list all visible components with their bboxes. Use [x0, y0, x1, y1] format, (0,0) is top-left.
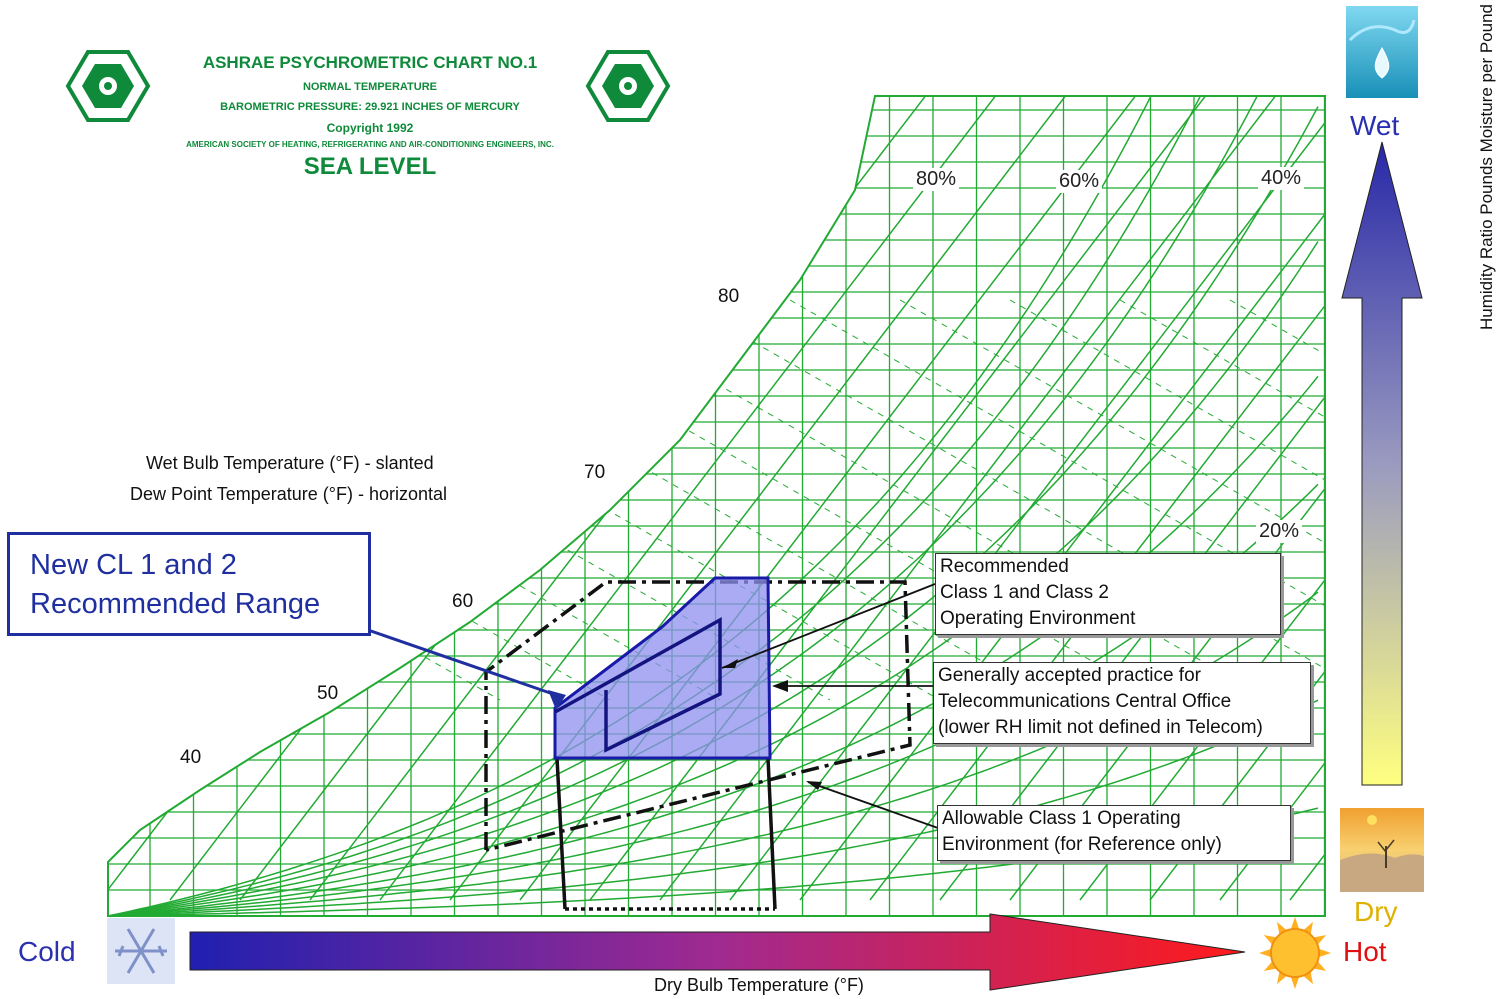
rh-curve: [108, 483, 1319, 916]
temp-label-60: 60: [452, 591, 474, 612]
grid-line: [789, 299, 1325, 701]
grid-line: [1149, 96, 1325, 901]
dry-bulb-arrow: [189, 913, 1246, 991]
grid-line: [1219, 96, 1325, 901]
desert-icon: [1340, 808, 1424, 892]
rh-curve: [108, 241, 1319, 916]
grid-line: [589, 96, 1211, 901]
telecom-region: [554, 617, 722, 753]
recommended-line-2: Class 1 and Class 2: [940, 582, 1109, 603]
header-line-3: Copyright 1992: [326, 121, 414, 135]
allowable-line-1: Allowable Class 1 Operating: [942, 808, 1181, 829]
dry-label: Dry: [1354, 896, 1398, 927]
sun-icon: [1259, 917, 1331, 989]
chart-frame: [107, 95, 1326, 917]
rh-label-60: 60%: [1056, 170, 1103, 193]
header-sea-level: SEA LEVEL: [303, 153, 437, 180]
recommended-line-3: Operating Environment: [940, 608, 1136, 629]
temp-label-50: 50: [317, 683, 339, 704]
pointer-allowable: [807, 781, 939, 829]
rh-label-40: 40%: [1258, 167, 1305, 190]
grid-line: [869, 96, 1325, 901]
pointer-recommended: [721, 583, 936, 669]
cold-label: Cold: [18, 936, 76, 967]
ashrae-logo-right: [585, 50, 671, 122]
grid-line: [1119, 299, 1325, 701]
allowable-line-2: Environment (for Reference only): [942, 834, 1222, 855]
temp-label-70: 70: [584, 462, 606, 483]
grid-line: [679, 299, 1325, 701]
callout-line-2: Recommended Range: [30, 588, 321, 620]
dry-bulb-label: Dry Bulb Temperature (°F): [654, 975, 864, 995]
grid-line: [799, 96, 1325, 901]
callout-pointer: [367, 628, 557, 697]
callout-line-1: New CL 1 and 2: [30, 549, 237, 581]
sun-ray: [1259, 948, 1272, 958]
snowflake-icon: [107, 918, 175, 984]
sun-ray: [1318, 948, 1331, 958]
chart-title: ASHRAE PSYCHROMETRIC CHART NO.1: [202, 53, 538, 72]
recommended-range-area: [553, 576, 772, 760]
ashrae-logo-left: [65, 50, 151, 122]
wet-bulb-legend: Wet Bulb Temperature (°F) - slanted: [146, 453, 434, 473]
header-line-2: BAROMETRIC PRESSURE: 29.921 INCHES OF ME…: [220, 101, 520, 113]
grid-line: [379, 96, 1001, 901]
grid-line: [1079, 96, 1325, 901]
grid-line: [659, 96, 1281, 901]
water-drop-icon: [1346, 6, 1418, 98]
rh-label-80: 80%: [913, 168, 960, 191]
grid-line: [1450, 300, 1510, 700]
hot-label: Hot: [1343, 936, 1387, 967]
grid-line: [1009, 96, 1325, 901]
temp-label-80: 80: [718, 286, 740, 307]
recommended-box: Recommended Class 1 and Class 2 Operatin…: [935, 553, 1281, 635]
humidity-arrow: [1341, 141, 1423, 786]
grid-line: [519, 96, 1141, 901]
header-line-1: NORMAL TEMPERATURE: [302, 81, 438, 93]
rh-label-20: 20%: [1256, 520, 1303, 543]
humidity-ratio-label: Humidity Ratio Pounds Moisture per Pound…: [1477, 0, 1496, 330]
left-solid-line: [555, 757, 567, 910]
telecom-line-2: Telecommunications Central Office: [938, 691, 1232, 712]
rh-curve: [108, 699, 1319, 916]
dew-point-legend: Dew Point Temperature (°F) - horizontal: [130, 484, 447, 504]
grid-line: [729, 96, 1325, 901]
grid-line: [0, 90, 90, 900]
grid-line: [939, 96, 1325, 901]
telecom-box: Generally accepted practice for Telecomm…: [933, 662, 1311, 744]
telecom-line-3: (lower RH limit not defined in Telecom): [938, 717, 1263, 738]
telecom-line-1: Generally accepted practice for: [938, 665, 1201, 686]
recommended-line-1: Recommended: [940, 556, 1069, 577]
grid-line: [1009, 299, 1325, 701]
header-line-4: AMERICAN SOCIETY OF HEATING, REFRIGERATI…: [186, 140, 554, 149]
sun-ray: [1290, 976, 1300, 989]
sun-ray: [1290, 917, 1300, 930]
grid-line: [899, 299, 1325, 701]
right-solid-line: [766, 757, 777, 910]
wet-label: Wet: [1350, 110, 1400, 141]
grid-line: [0, 90, 20, 900]
temp-label-40: 40: [180, 747, 202, 768]
new-range-callout: New CL 1 and 2 Recommended Range: [7, 532, 371, 636]
allowable-box: Allowable Class 1 Operating Environment …: [937, 805, 1291, 861]
grid-line: [449, 96, 1071, 901]
